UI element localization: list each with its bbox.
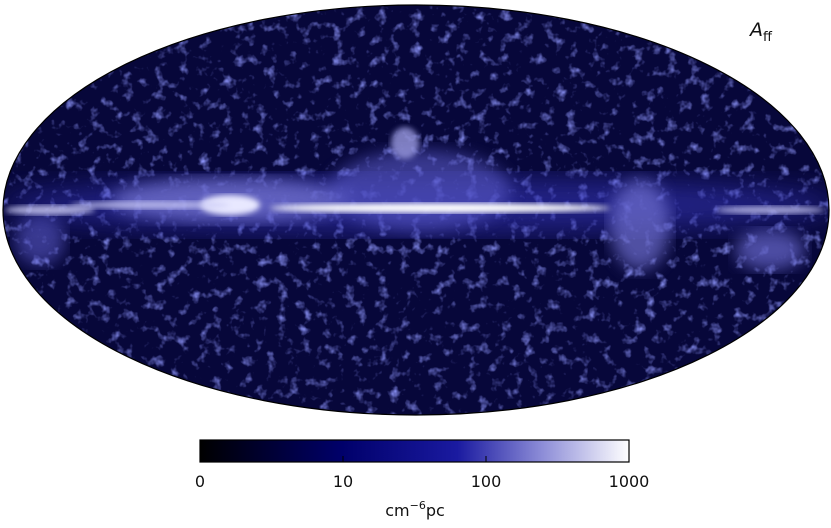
colorbar-tick-label: 1000 [609, 472, 650, 491]
map-outline [2, 4, 830, 416]
colorbar-label: cm−6pc [385, 499, 445, 520]
colorbar [199, 439, 630, 463]
map-label: Aff [748, 19, 773, 45]
colorbar-tick-label: 0 [195, 472, 205, 491]
colorbar-tick-label: 10 [333, 472, 353, 491]
colorbar-tick-label: 100 [471, 472, 502, 491]
sky-map [3, 5, 829, 415]
